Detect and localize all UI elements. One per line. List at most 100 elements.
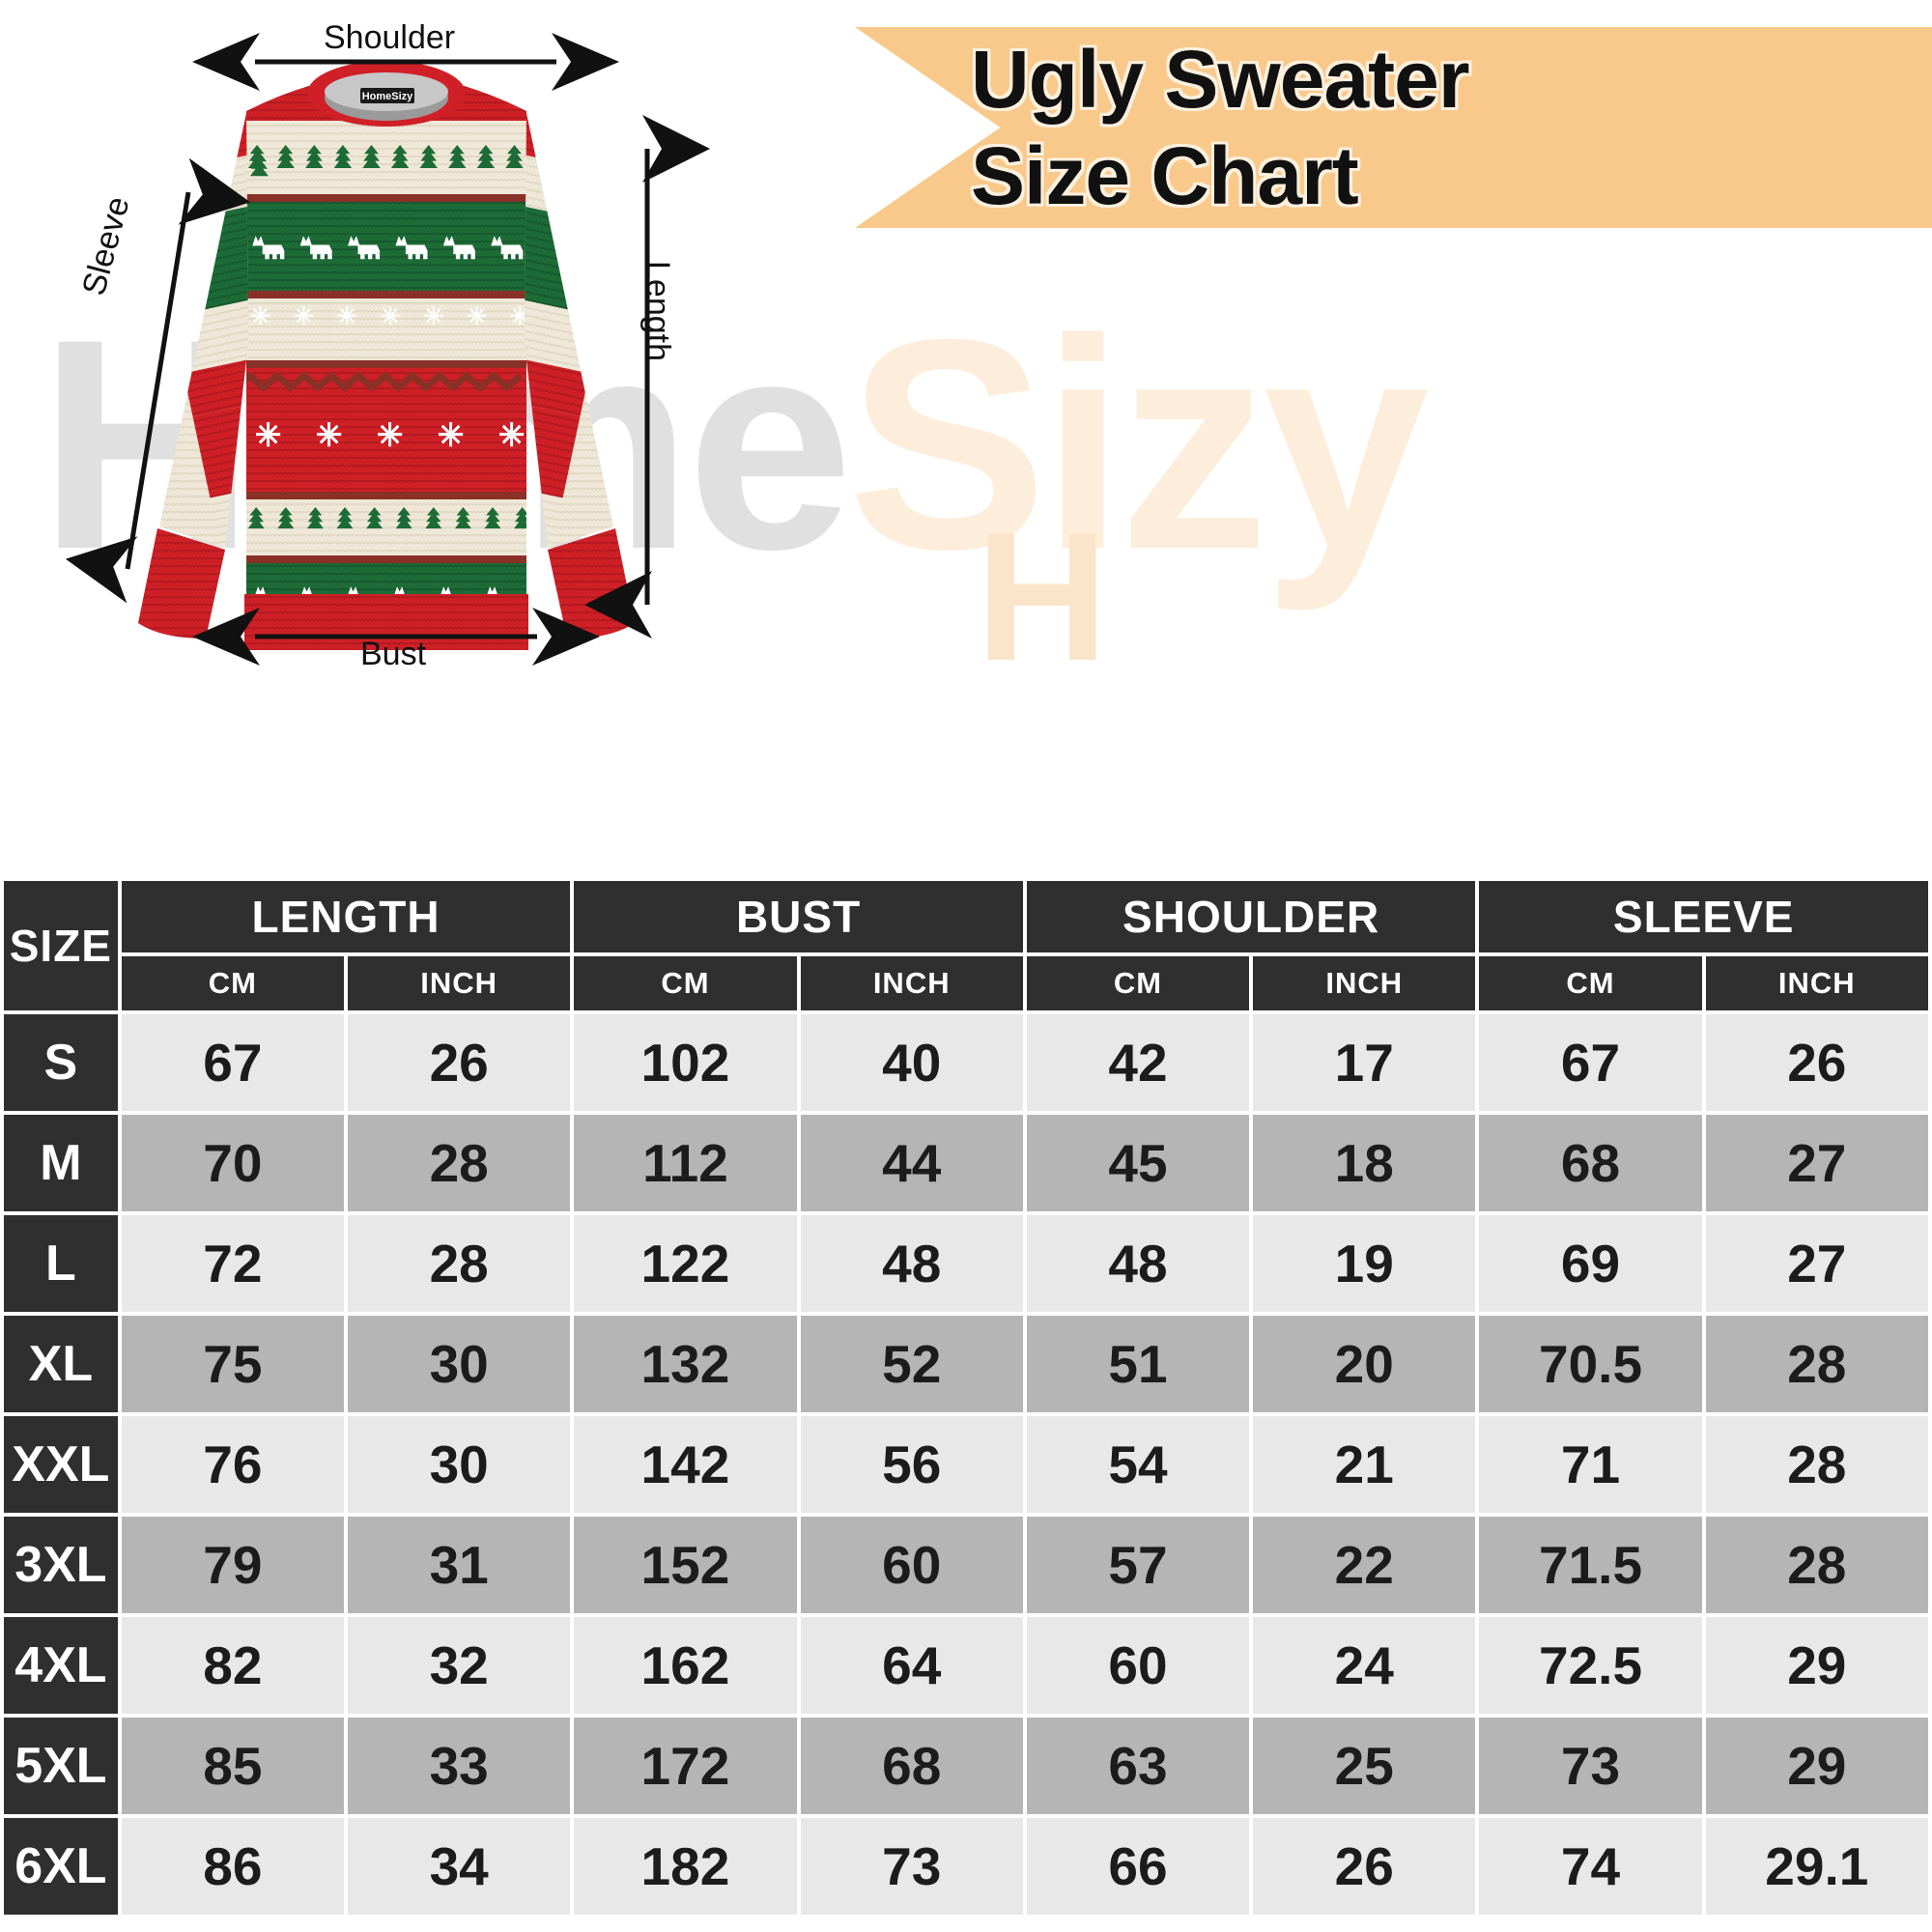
cell-3xl-bust-inch: 60: [800, 1517, 1023, 1613]
cell-xxl-sleeve-inch: 28: [1705, 1416, 1928, 1513]
cell-5xl-length-cm: 85: [121, 1718, 345, 1814]
cell-l-length-inch: 28: [348, 1215, 571, 1312]
cell-4xl-shoulder-cm: 60: [1026, 1617, 1250, 1714]
size-chart-table: SIZE LENGTH BUST SHOULDER SLEEVE CM INCH…: [0, 877, 1932, 1918]
header-shoulder-inch: INCH: [1253, 956, 1476, 1010]
header-group-sleeve: SLEEVE: [1479, 881, 1928, 952]
table-row: 3XL 79 31 152 60 57 22 71.5 28: [4, 1517, 1928, 1613]
cell-l-bust-inch: 48: [800, 1215, 1023, 1312]
cell-xxl-length-cm: 76: [121, 1416, 345, 1513]
cell-xl-bust-cm: 132: [574, 1316, 797, 1412]
cell-m-shoulder-cm: 45: [1026, 1115, 1250, 1211]
header-shoulder-cm: CM: [1026, 956, 1250, 1010]
size-label-s: S: [4, 1014, 118, 1111]
cell-s-shoulder-inch: 17: [1253, 1014, 1476, 1111]
header-size: SIZE: [4, 881, 118, 1010]
cell-4xl-length-cm: 82: [121, 1617, 345, 1714]
header-sleeve-cm: CM: [1479, 956, 1702, 1010]
cell-s-sleeve-inch: 26: [1705, 1014, 1928, 1111]
cell-l-bust-cm: 122: [574, 1215, 797, 1312]
size-label-5xl: 5XL: [4, 1718, 118, 1814]
table-header-group-row: SIZE LENGTH BUST SHOULDER SLEEVE: [4, 881, 1928, 1010]
table-row: 4XL 82 32 162 64 60 24 72.5 29: [4, 1617, 1928, 1714]
cell-l-shoulder-inch: 19: [1253, 1215, 1476, 1312]
table-row: XL 75 30 132 52 51 20 70.5 28: [4, 1316, 1928, 1412]
size-label-xl: XL: [4, 1316, 118, 1412]
cell-3xl-sleeve-inch: 28: [1705, 1517, 1928, 1613]
cell-m-sleeve-cm: 68: [1479, 1115, 1702, 1211]
cell-xl-sleeve-cm: 70.5: [1479, 1316, 1702, 1412]
sweater-right-cuff: [548, 528, 635, 639]
table-row: XXL 76 30 142 56 54 21 71 28: [4, 1416, 1928, 1513]
cell-5xl-length-inch: 33: [348, 1718, 571, 1814]
header-bust-cm: CM: [574, 956, 797, 1010]
cell-m-bust-cm: 112: [574, 1115, 797, 1211]
cell-6xl-sleeve-cm: 74: [1479, 1818, 1702, 1915]
table-row: M 70 28 112 44 45 18 68 27: [4, 1115, 1928, 1211]
header-bust-inch: INCH: [800, 956, 1023, 1010]
cell-l-length-cm: 72: [121, 1215, 345, 1312]
label-length: Length: [639, 261, 676, 361]
table-row: S 67 26 102 40 42 17 67 26: [4, 1014, 1928, 1111]
cell-m-sleeve-inch: 27: [1705, 1115, 1928, 1211]
cell-3xl-sleeve-cm: 71.5: [1479, 1517, 1702, 1613]
cell-xl-shoulder-cm: 51: [1026, 1316, 1250, 1412]
cell-4xl-shoulder-inch: 24: [1253, 1617, 1476, 1714]
table-body: S 67 26 102 40 42 17 67 26 M 70 28 112 44 45 18 68 27 L 72 2…: [4, 1014, 1928, 1915]
cell-3xl-bust-cm: 152: [574, 1517, 797, 1613]
cell-5xl-bust-inch: 68: [800, 1718, 1023, 1814]
illustration-section: HomeSizy H Ugly Sweater Size Chart: [0, 0, 1932, 874]
watermark-h-logo: H: [976, 495, 1109, 699]
cell-5xl-sleeve-inch: 29: [1705, 1718, 1928, 1814]
cell-l-shoulder-cm: 48: [1026, 1215, 1250, 1312]
cell-4xl-bust-inch: 64: [800, 1617, 1023, 1714]
size-label-xxl: XXL: [4, 1416, 118, 1513]
cell-6xl-length-cm: 86: [121, 1818, 345, 1915]
cell-m-bust-inch: 44: [800, 1115, 1023, 1211]
table-row: L 72 28 122 48 48 19 69 27: [4, 1215, 1928, 1312]
size-label-m: M: [4, 1115, 118, 1211]
table-header-unit-row: CM INCH CM INCH CM INCH CM INCH: [4, 956, 1928, 1010]
cell-6xl-length-inch: 34: [348, 1818, 571, 1915]
brand-tag-background: [360, 88, 414, 103]
table-head: SIZE LENGTH BUST SHOULDER SLEEVE CM INCH…: [4, 881, 1928, 1010]
cell-5xl-shoulder-inch: 25: [1253, 1718, 1476, 1814]
cell-6xl-sleeve-inch: 29.1: [1705, 1818, 1928, 1915]
header-group-length: LENGTH: [121, 881, 571, 952]
header-group-shoulder: SHOULDER: [1026, 881, 1476, 952]
cell-6xl-shoulder-cm: 66: [1026, 1818, 1250, 1915]
label-bust: Bust: [360, 636, 427, 672]
cell-xl-shoulder-inch: 20: [1253, 1316, 1476, 1412]
title-banner-ribbon: [855, 27, 1932, 228]
cell-xxl-bust-cm: 142: [574, 1416, 797, 1513]
cell-s-length-cm: 67: [121, 1014, 345, 1111]
cell-3xl-length-cm: 79: [121, 1517, 345, 1613]
cell-l-sleeve-cm: 69: [1479, 1215, 1702, 1312]
cell-s-length-inch: 26: [348, 1014, 571, 1111]
header-sleeve-inch: INCH: [1705, 956, 1928, 1010]
cell-6xl-bust-inch: 73: [800, 1818, 1023, 1915]
sweater-body: [246, 74, 526, 594]
cell-4xl-sleeve-inch: 29: [1705, 1617, 1928, 1714]
cell-xl-sleeve-inch: 28: [1705, 1316, 1928, 1412]
cell-4xl-length-inch: 32: [348, 1617, 571, 1714]
title-banner-text: Ugly Sweater Size Chart: [971, 31, 1922, 224]
cell-3xl-shoulder-inch: 22: [1253, 1517, 1476, 1613]
sleeve-arrow: [65, 157, 251, 604]
cell-s-bust-inch: 40: [800, 1014, 1023, 1111]
cell-xxl-shoulder-cm: 54: [1026, 1416, 1250, 1513]
cell-3xl-length-inch: 31: [348, 1517, 571, 1613]
size-label-6xl: 6XL: [4, 1818, 118, 1915]
cell-xl-length-cm: 75: [121, 1316, 345, 1412]
cell-xl-length-inch: 30: [348, 1316, 571, 1412]
title-line-1: Ugly Sweater: [971, 34, 1470, 125]
table-row: 6XL 86 34 182 73 66 26 74 29.1: [4, 1818, 1928, 1915]
brand-tag-label: HomeSizy: [362, 91, 413, 102]
cell-3xl-shoulder-cm: 57: [1026, 1517, 1250, 1613]
cell-4xl-bust-cm: 162: [574, 1617, 797, 1714]
header-group-bust: BUST: [574, 881, 1023, 952]
cell-xxl-length-inch: 30: [348, 1416, 571, 1513]
size-label-3xl: 3XL: [4, 1517, 118, 1613]
cell-5xl-bust-cm: 172: [574, 1718, 797, 1814]
